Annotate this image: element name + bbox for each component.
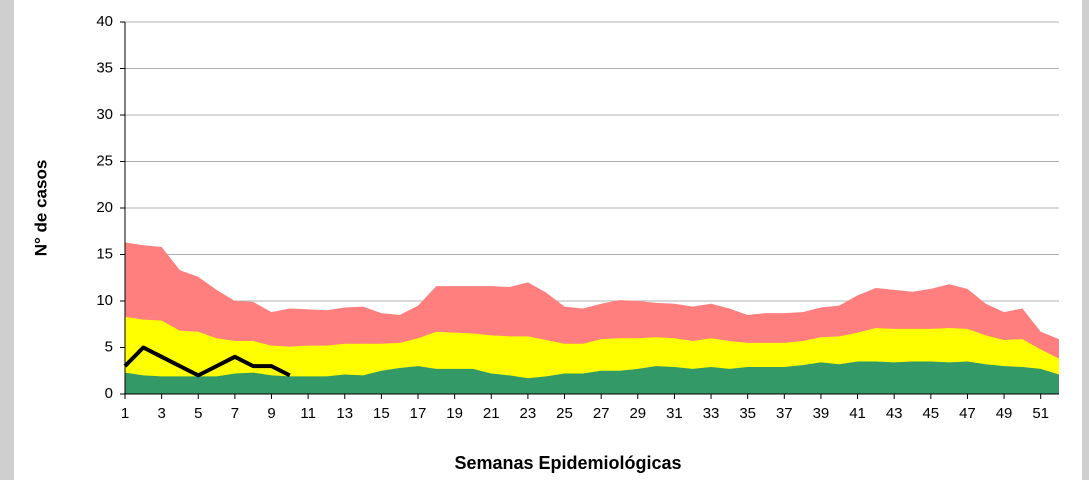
chart-background (14, 0, 1082, 480)
x-tick-label: 33 (703, 405, 720, 422)
y-tick-label: 15 (96, 245, 113, 262)
x-tick-label: 47 (959, 405, 976, 422)
x-tick-label: 31 (666, 405, 683, 422)
x-tick-label: 5 (194, 405, 202, 422)
y-tick-label: 5 (105, 338, 113, 355)
x-tick-label: 19 (446, 405, 463, 422)
y-tick-label: 0 (105, 385, 113, 402)
x-tick-label: 49 (996, 405, 1013, 422)
x-tick-label: 45 (922, 405, 939, 422)
x-tick-label: 39 (813, 405, 830, 422)
x-tick-label: 37 (776, 405, 793, 422)
x-tick-label: 9 (267, 405, 275, 422)
x-tick-label: 1 (121, 405, 129, 422)
x-tick-label: 21 (483, 405, 500, 422)
y-tick-label: 35 (96, 59, 113, 76)
y-tick-label: 10 (96, 292, 113, 309)
x-tick-label: 23 (520, 405, 537, 422)
x-tick-label: 41 (849, 405, 866, 422)
y-tick-label: 20 (96, 199, 113, 216)
x-tick-label: 51 (1032, 405, 1049, 422)
x-tick-label: 43 (886, 405, 903, 422)
x-tick-label: 29 (629, 405, 646, 422)
y-tick-label: 40 (96, 13, 113, 30)
line (123, 345, 291, 378)
x-tick-label: 15 (373, 405, 390, 422)
y-axis-label: N° de casos (31, 160, 50, 257)
x-tick-label: 13 (336, 405, 353, 422)
x-axis-label: Semanas Epidemiológicas (454, 453, 681, 473)
x-tick-label: 25 (556, 405, 573, 422)
x-tick-label: 11 (300, 405, 316, 422)
y-tick-label: 25 (96, 152, 113, 169)
x-tick-label: 7 (231, 405, 239, 422)
x-tick-label: 17 (410, 405, 427, 422)
x-tick-label: 35 (739, 405, 756, 422)
area (125, 361, 1059, 394)
x-tick-label: 27 (593, 405, 610, 422)
y-tick-label: 30 (96, 106, 113, 123)
x-tick-label: 3 (157, 405, 165, 422)
